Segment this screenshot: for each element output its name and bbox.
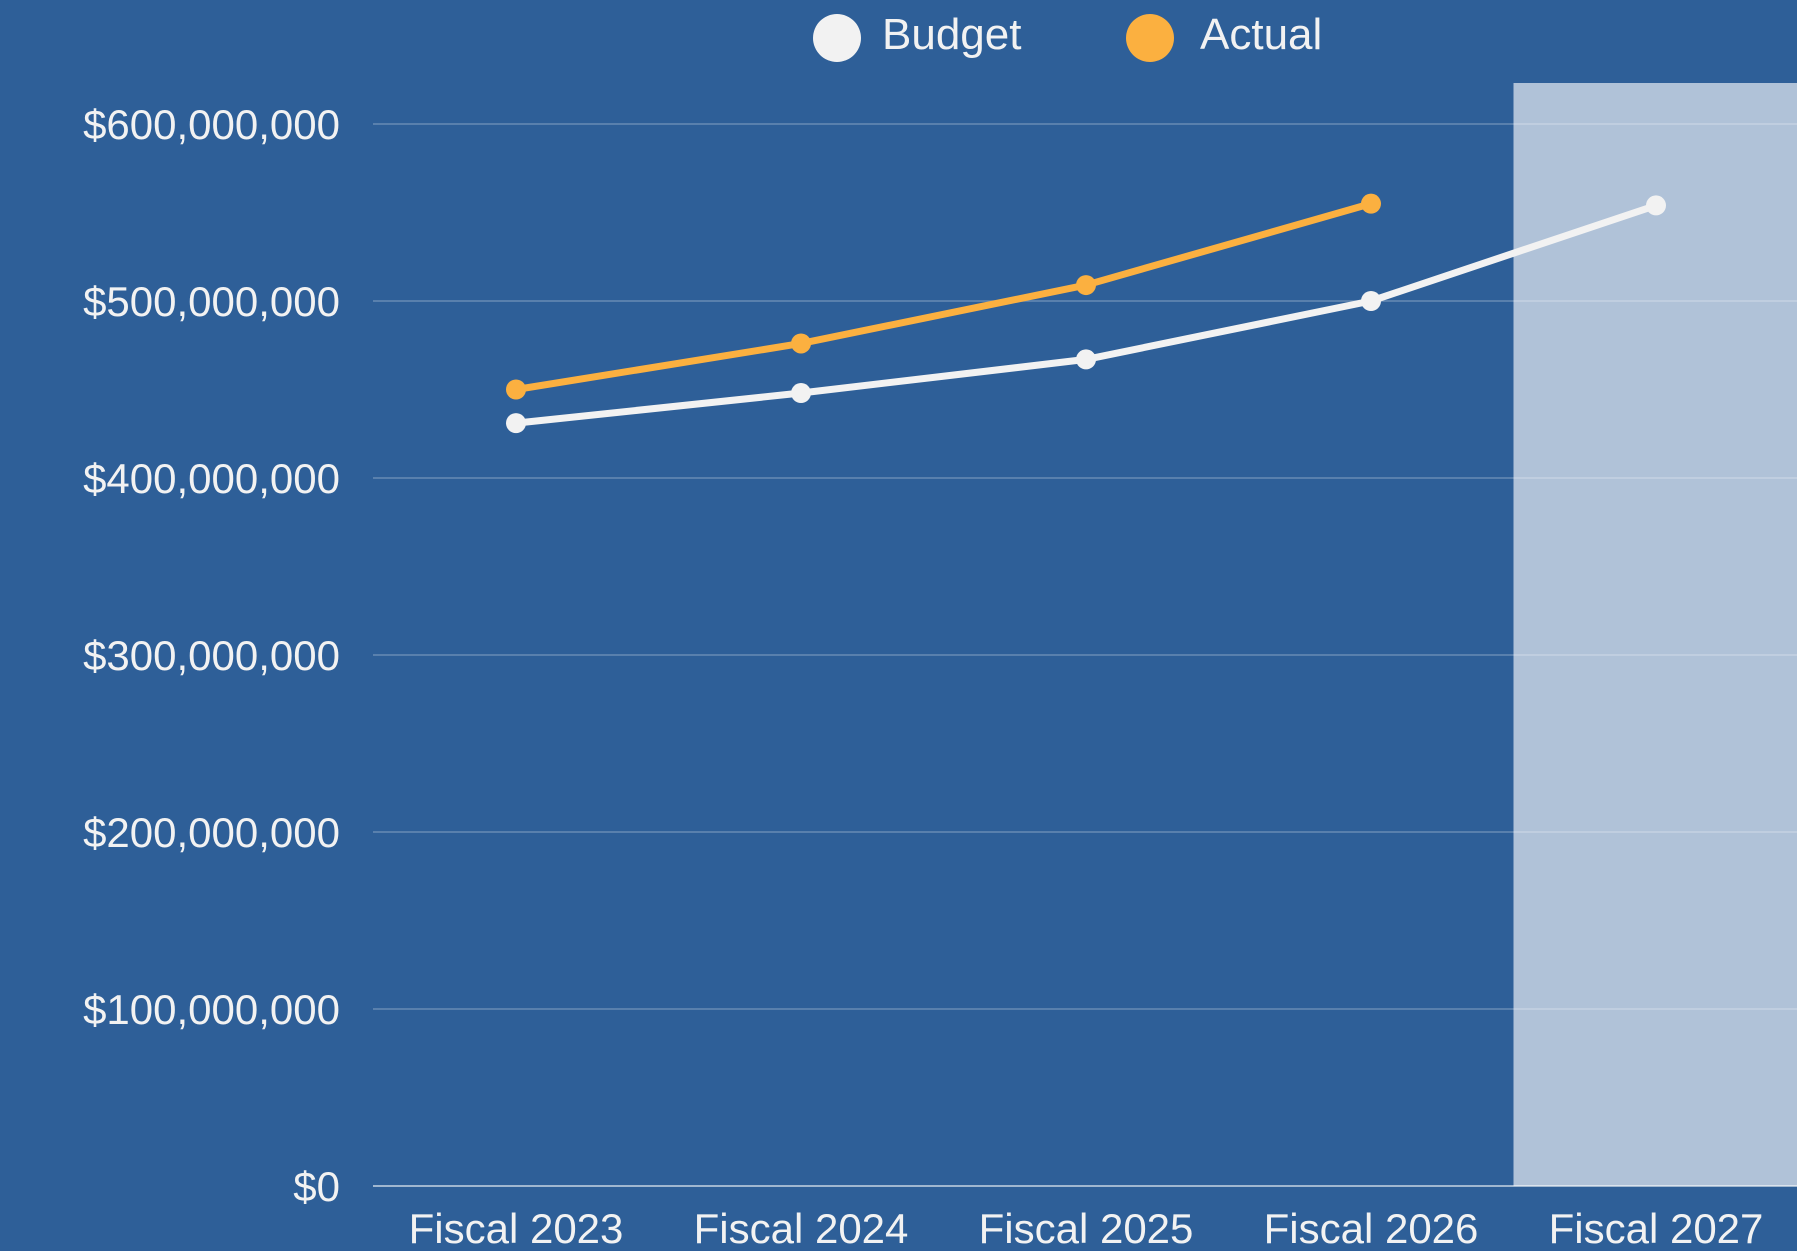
series-line-actual	[512, 200, 1375, 393]
legend-marker-budget	[813, 14, 861, 62]
data-point-budget	[1076, 349, 1096, 370]
data-point-actual	[1076, 275, 1096, 296]
y-tick-label: $300,000,000	[83, 632, 340, 679]
series-line-budget	[512, 201, 1660, 427]
data-point-actual	[1361, 193, 1381, 214]
data-point-actual	[791, 333, 811, 354]
y-tick-label: $0	[293, 1163, 340, 1210]
data-point-budget	[1646, 195, 1666, 216]
legend-label-budget: Budget	[882, 10, 1021, 59]
y-tick-label: $400,000,000	[83, 455, 340, 502]
data-point-actual	[506, 379, 526, 400]
x-tick-label: Fiscal 2027	[1549, 1205, 1764, 1251]
legend-label-actual: Actual	[1200, 10, 1322, 59]
y-tick-label: $100,000,000	[83, 986, 340, 1033]
y-tick-label: $200,000,000	[83, 809, 340, 856]
data-point-budget	[791, 383, 811, 404]
x-tick-label: Fiscal 2023	[409, 1205, 624, 1251]
data-point-budget	[506, 413, 526, 434]
x-tick-label: Fiscal 2024	[694, 1205, 909, 1251]
legend-marker-actual	[1126, 14, 1174, 62]
data-point-budget	[1361, 291, 1381, 311]
forecast-highlight-band	[1513, 83, 1797, 1186]
x-tick-label: Fiscal 2026	[1264, 1205, 1479, 1251]
y-tick-label: $600,000,000	[83, 101, 340, 148]
x-tick-label: Fiscal 2025	[979, 1205, 1194, 1251]
y-tick-label: $500,000,000	[83, 278, 340, 325]
